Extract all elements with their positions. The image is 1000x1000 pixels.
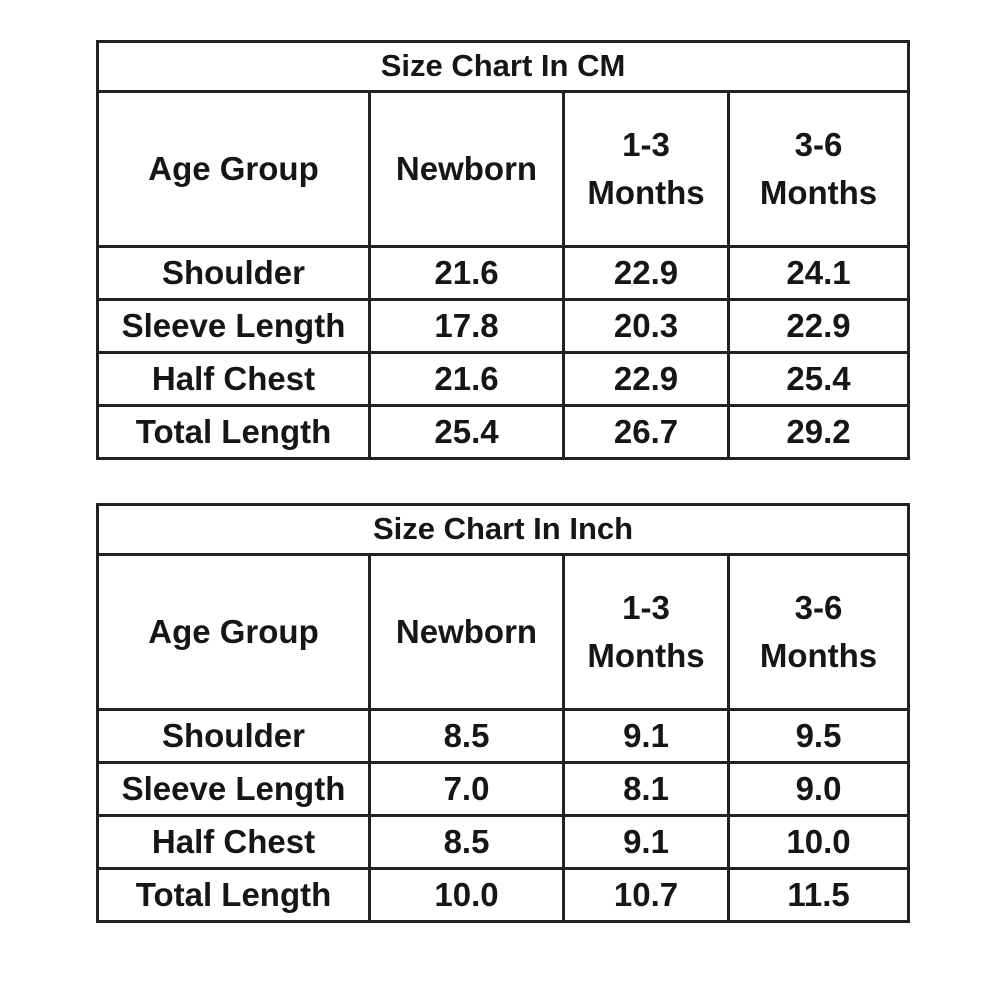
inch-row-label-total-length: Total Length [96,867,371,923]
cm-half-chest-1-3: 22.9 [562,351,730,407]
inch-col-header-3-6-months: 3-6 Months [726,553,911,711]
inch-col-header-newborn: Newborn [368,553,565,711]
cm-total-length-newborn: 25.4 [368,404,565,460]
cm-sleeve-newborn: 17.8 [368,298,565,354]
cm-sleeve-1-3: 20.3 [562,298,730,354]
table-row: Half Chest 8.5 9.1 10.0 [96,814,911,870]
inch-col-header-1-3-months: 1-3 Months [562,553,730,711]
inch-total-length-1-3: 10.7 [562,867,730,923]
inch-half-chest-newborn: 8.5 [368,814,565,870]
cm-half-chest-3-6: 25.4 [726,351,911,407]
table-row: Sleeve Length 17.8 20.3 22.9 [96,298,911,354]
table-row: Total Length 25.4 26.7 29.2 [96,404,911,460]
table-row: Shoulder 21.6 22.9 24.1 [96,245,911,301]
size-chart-inch-table: Size Chart In Inch Age Group Newborn 1-3… [95,503,911,923]
cm-total-length-1-3: 26.7 [562,404,730,460]
inch-total-length-newborn: 10.0 [368,867,565,923]
inch-half-chest-3-6: 10.0 [726,814,911,870]
cm-col-header-1-3-months: 1-3 Months [562,90,730,248]
inch-row-label-sleeve-length: Sleeve Length [96,761,371,817]
inch-shoulder-1-3: 9.1 [562,708,730,764]
inch-title-row: Size Chart In Inch [95,503,911,556]
table-row: Sleeve Length 7.0 8.1 9.0 [96,761,911,817]
cm-row-label-total-length: Total Length [96,404,371,460]
cm-total-length-3-6: 29.2 [726,404,911,460]
size-chart-cm-table: Size Chart In CM Age Group Newborn 1-3 M… [95,40,911,460]
cm-shoulder-newborn: 21.6 [368,245,565,301]
inch-shoulder-newborn: 8.5 [368,708,565,764]
table-row: Half Chest 21.6 22.9 25.4 [96,351,911,407]
inch-total-length-3-6: 11.5 [726,867,911,923]
table-row: Shoulder 8.5 9.1 9.5 [96,708,911,764]
cm-shoulder-1-3: 22.9 [562,245,730,301]
inch-table-title: Size Chart In Inch [95,503,911,556]
inch-sleeve-1-3: 8.1 [562,761,730,817]
cm-col-header-3-6-months: 3-6 Months [726,90,911,248]
cm-table-title: Size Chart In CM [95,40,911,93]
cm-shoulder-3-6: 24.1 [726,245,911,301]
cm-row-label-shoulder: Shoulder [96,245,371,301]
cm-row-label-sleeve-length: Sleeve Length [96,298,371,354]
inch-header-row: Age Group Newborn 1-3 Months 3-6 Months [96,553,911,711]
inch-sleeve-3-6: 9.0 [726,761,911,817]
cm-col-header-newborn: Newborn [368,90,565,248]
cm-header-row: Age Group Newborn 1-3 Months 3-6 Months [96,90,911,248]
cm-sleeve-3-6: 22.9 [726,298,911,354]
cm-title-row: Size Chart In CM [95,40,911,93]
inch-col-header-age-group: Age Group [96,553,371,711]
inch-half-chest-1-3: 9.1 [562,814,730,870]
inch-row-label-half-chest: Half Chest [96,814,371,870]
inch-shoulder-3-6: 9.5 [726,708,911,764]
cm-col-header-age-group: Age Group [96,90,371,248]
inch-sleeve-newborn: 7.0 [368,761,565,817]
cm-half-chest-newborn: 21.6 [368,351,565,407]
inch-row-label-shoulder: Shoulder [96,708,371,764]
table-row: Total Length 10.0 10.7 11.5 [96,867,911,923]
cm-row-label-half-chest: Half Chest [96,351,371,407]
